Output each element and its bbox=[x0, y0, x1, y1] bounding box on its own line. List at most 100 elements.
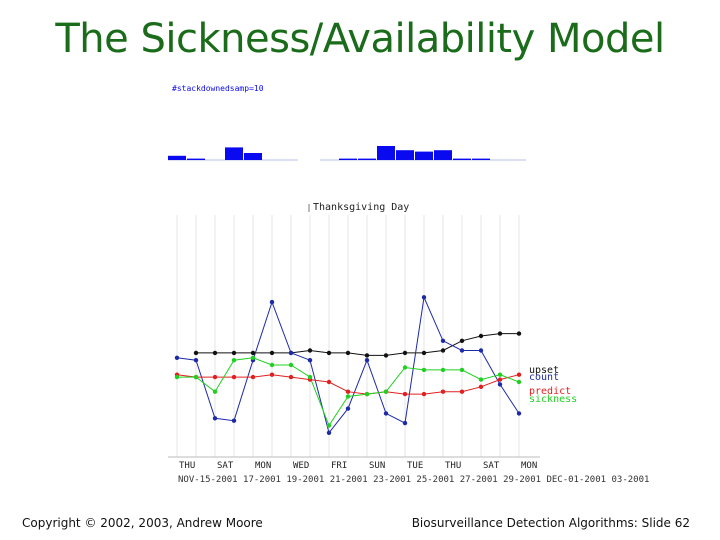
point-upset-14 bbox=[440, 348, 446, 353]
point-predict-18 bbox=[516, 372, 522, 377]
day-label-0: THU bbox=[179, 461, 195, 471]
day-label-8: SAT bbox=[483, 461, 500, 471]
point-sickness-8 bbox=[326, 423, 332, 428]
bar-1 bbox=[187, 158, 205, 160]
bar-15 bbox=[472, 158, 490, 160]
slide-number-footer: Biosurveillance Detection Algorithms: Sl… bbox=[411, 516, 690, 530]
bar-8 bbox=[339, 158, 357, 160]
point-sickness-0 bbox=[174, 374, 180, 380]
day-label-3: WED bbox=[293, 461, 309, 471]
x-date-label: NOV-15-2001 17-2001 19-2001 21-2001 23-2… bbox=[178, 475, 649, 485]
bar-9 bbox=[358, 158, 376, 160]
legend-sickness: sickness bbox=[529, 394, 577, 405]
point-count-17 bbox=[497, 382, 503, 387]
point-upset-17 bbox=[497, 331, 503, 336]
point-upset-16 bbox=[478, 333, 484, 339]
bar-13 bbox=[434, 150, 452, 160]
copyright-footer: Copyright © 2002, 2003, Andrew Moore bbox=[22, 516, 263, 530]
point-count-18 bbox=[516, 411, 522, 416]
point-sickness-11 bbox=[383, 389, 389, 394]
bar-0 bbox=[168, 155, 186, 160]
point-upset-18 bbox=[516, 331, 522, 336]
point-count-9 bbox=[345, 406, 351, 411]
point-count-12 bbox=[402, 420, 408, 426]
thanksgiving-annotation: Thanksgiving Day bbox=[313, 202, 409, 213]
legend-count: count bbox=[529, 372, 559, 383]
point-predict-12 bbox=[402, 391, 408, 397]
point-sickness-9 bbox=[345, 394, 351, 399]
point-sickness-16 bbox=[478, 377, 484, 382]
point-count-8 bbox=[326, 430, 332, 435]
point-count-10 bbox=[364, 358, 370, 363]
point-predict-5 bbox=[269, 372, 275, 377]
point-upset-4 bbox=[250, 350, 256, 356]
point-upset-13 bbox=[421, 350, 427, 356]
bar-3 bbox=[225, 147, 243, 160]
day-label-7: THU bbox=[445, 461, 461, 471]
point-count-3 bbox=[231, 418, 237, 423]
point-count-2 bbox=[212, 416, 218, 421]
point-predict-15 bbox=[459, 389, 465, 394]
point-upset-9 bbox=[345, 350, 351, 356]
point-sickness-2 bbox=[212, 389, 218, 394]
bar-legend-label: #stackdownedsamp=10 bbox=[172, 84, 264, 93]
point-predict-8 bbox=[326, 379, 332, 385]
point-sickness-4 bbox=[250, 355, 256, 360]
point-predict-17 bbox=[497, 377, 503, 382]
point-sickness-5 bbox=[269, 362, 275, 368]
legend-upset: upset bbox=[529, 365, 559, 376]
point-sickness-7 bbox=[307, 374, 313, 380]
point-count-6 bbox=[288, 350, 294, 356]
point-upset-11 bbox=[383, 353, 389, 358]
point-count-13 bbox=[421, 295, 427, 300]
point-sickness-1 bbox=[193, 374, 199, 380]
point-sickness-17 bbox=[497, 372, 503, 377]
point-upset-15 bbox=[459, 338, 465, 343]
point-upset-8 bbox=[326, 350, 332, 356]
point-sickness-3 bbox=[231, 358, 237, 363]
point-upset-3 bbox=[231, 350, 237, 356]
point-predict-13 bbox=[421, 391, 427, 397]
point-upset-2 bbox=[212, 350, 218, 356]
day-label-2: MON bbox=[255, 461, 271, 471]
bar-10 bbox=[377, 146, 395, 160]
point-upset-5 bbox=[269, 350, 275, 356]
point-predict-9 bbox=[345, 389, 351, 394]
point-count-5 bbox=[269, 299, 275, 305]
point-sickness-15 bbox=[459, 367, 465, 373]
point-count-15 bbox=[459, 348, 465, 353]
series-line-upset bbox=[196, 333, 519, 356]
point-upset-7 bbox=[307, 348, 313, 353]
point-sickness-18 bbox=[516, 379, 522, 385]
sampled-bar-chart: #stackdownedsamp=10 bbox=[168, 84, 526, 161]
point-count-1 bbox=[193, 358, 199, 363]
point-predict-4 bbox=[250, 374, 256, 380]
point-predict-2 bbox=[212, 374, 218, 380]
day-label-5: SUN bbox=[369, 461, 385, 471]
point-sickness-14 bbox=[440, 367, 446, 373]
bar-14 bbox=[453, 158, 471, 160]
point-count-7 bbox=[307, 358, 313, 363]
day-label-1: SAT bbox=[217, 461, 234, 471]
point-upset-10 bbox=[364, 353, 370, 358]
point-predict-14 bbox=[440, 389, 446, 394]
bar-11 bbox=[396, 150, 414, 160]
point-sickness-10 bbox=[364, 391, 370, 397]
bar-4 bbox=[244, 153, 262, 160]
point-sickness-12 bbox=[402, 365, 408, 370]
point-predict-3 bbox=[231, 374, 237, 380]
slide-title: The Sickness/Availability Model bbox=[55, 16, 665, 62]
day-label-9: MON bbox=[521, 461, 537, 471]
day-label-4: FRI bbox=[331, 461, 347, 471]
point-count-16 bbox=[478, 348, 484, 353]
point-count-11 bbox=[383, 411, 389, 416]
point-sickness-13 bbox=[421, 367, 427, 373]
point-count-0 bbox=[174, 355, 180, 360]
point-predict-6 bbox=[288, 374, 294, 380]
point-sickness-6 bbox=[288, 362, 294, 368]
point-predict-16 bbox=[478, 384, 484, 389]
point-upset-12 bbox=[402, 350, 408, 356]
legend-predict: predict bbox=[529, 386, 571, 397]
